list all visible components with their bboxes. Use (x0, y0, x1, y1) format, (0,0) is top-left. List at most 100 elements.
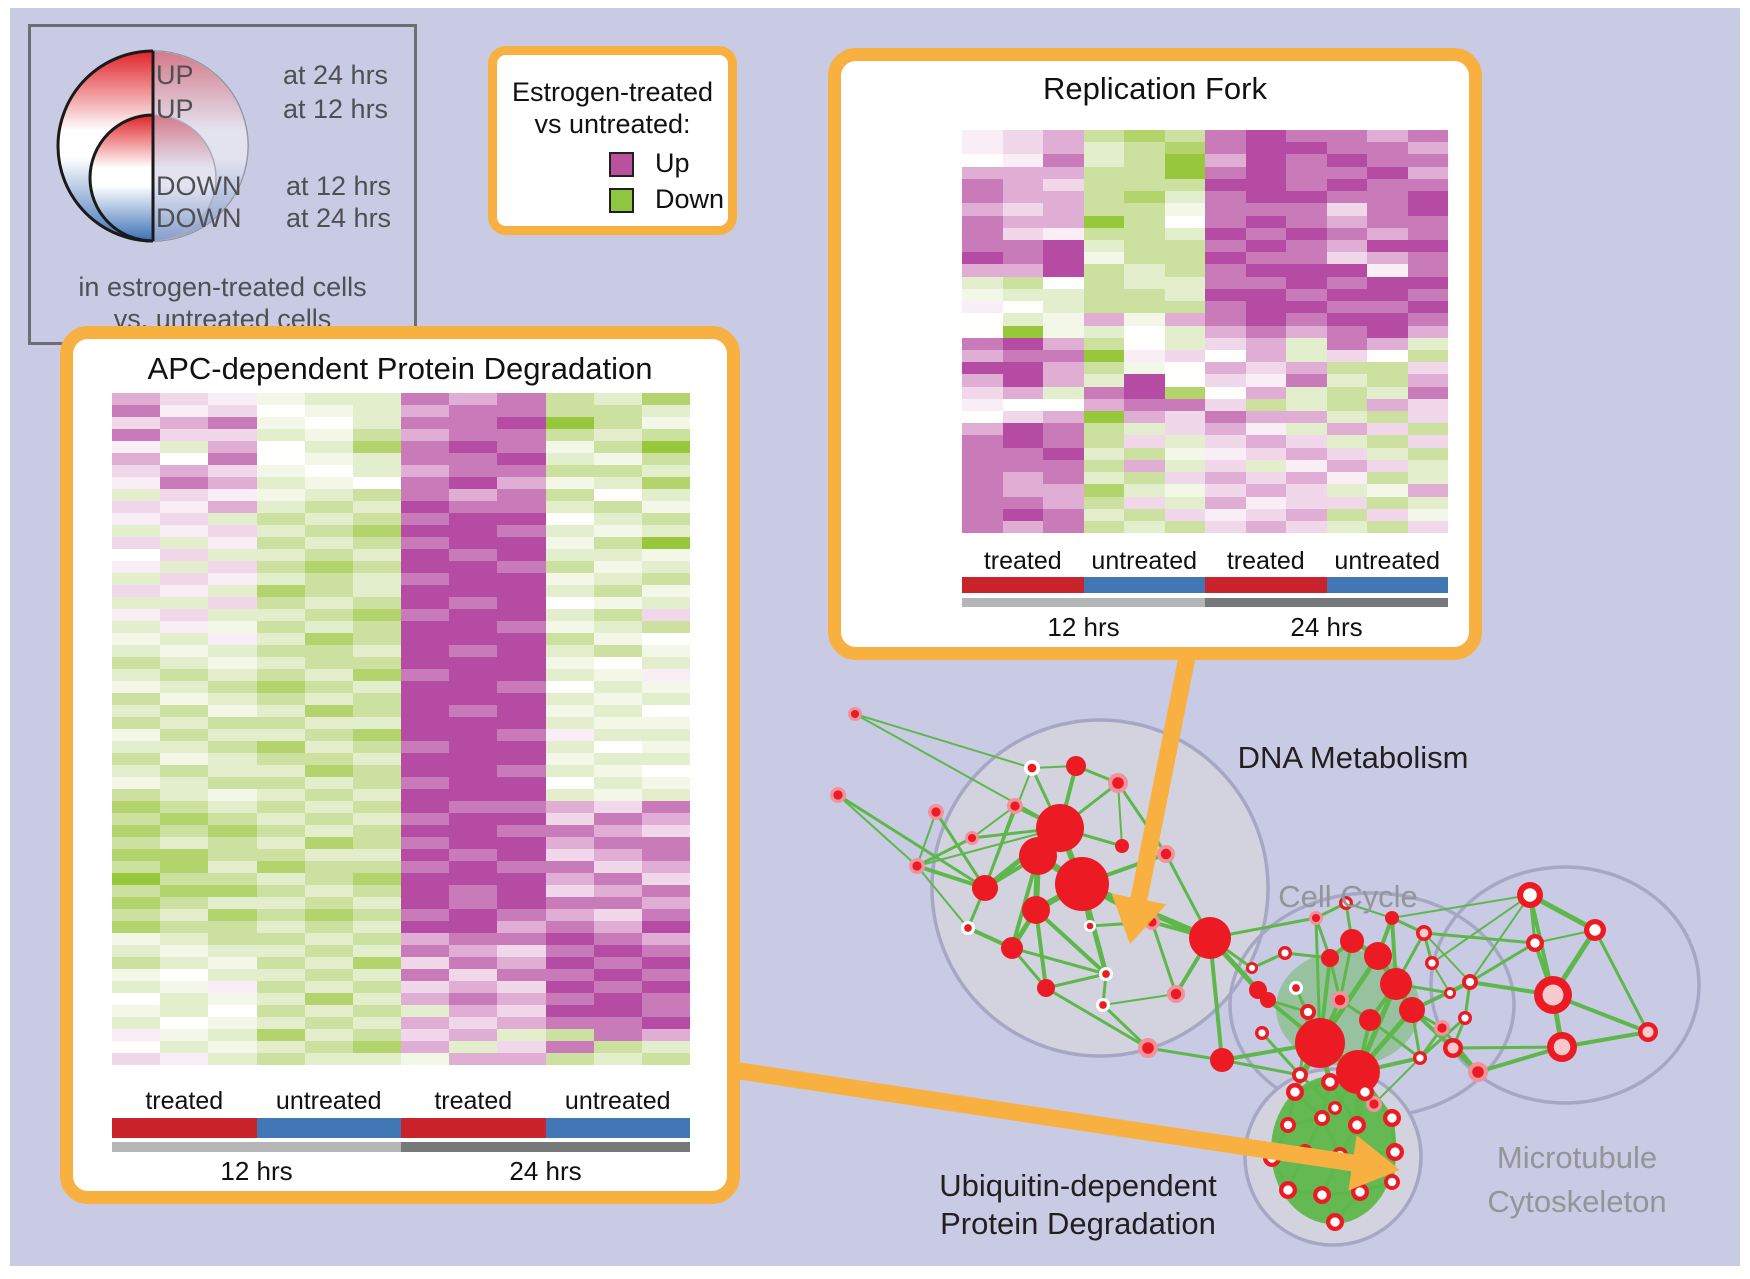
heatmap-cell (1043, 203, 1084, 216)
heatmap-cell (1326, 349, 1367, 363)
heatmap-cell (304, 429, 353, 441)
heatmap-cell (256, 549, 305, 561)
heatmap-cell (112, 837, 161, 849)
heatmap-cell (1043, 521, 1084, 534)
heatmap-cell (1164, 166, 1205, 179)
rf-time-labels: 12 hrs 24 hrs (962, 612, 1448, 643)
heatmap-cell (593, 1053, 642, 1065)
heatmap-cell (1002, 398, 1043, 412)
heatmap-cell (449, 537, 498, 549)
heatmap-cell (497, 561, 546, 573)
heatmap-row (962, 472, 1448, 485)
heatmap-cell (593, 897, 642, 909)
heatmap-cell (1124, 423, 1165, 436)
heatmap-cell (304, 849, 353, 861)
heatmap-cell (352, 393, 402, 405)
heatmap-cell (304, 1017, 353, 1029)
heatmap-row (112, 657, 691, 669)
heatmap-cell (160, 693, 209, 705)
heatmap-cell (1043, 130, 1084, 143)
heatmap-cell (593, 813, 642, 825)
heatmap-cell (449, 477, 498, 489)
heatmap-cell (1043, 227, 1084, 240)
heatmap-cell (641, 417, 691, 429)
heatmap-cell (208, 825, 257, 837)
heatmap-cell (593, 441, 642, 453)
heatmap-cell (641, 489, 691, 501)
heatmap-cell (1124, 178, 1165, 192)
heatmap-cell (208, 429, 257, 441)
heatmap-cell (497, 393, 546, 405)
heatmap-cell (449, 897, 498, 909)
untreated-bar-segment (1083, 577, 1205, 593)
heatmap-cell (641, 717, 691, 729)
heatmap-cell (1286, 276, 1327, 289)
heatmap-cell (1367, 178, 1408, 192)
heatmap-cell (160, 489, 209, 501)
heatmap-cell (1124, 337, 1165, 350)
heatmap-cell (1043, 472, 1084, 485)
heatmap-cell (256, 525, 305, 537)
heatmap-cell (1083, 472, 1124, 485)
heatmap-cell (545, 393, 594, 405)
heatmap-cell (1407, 215, 1448, 228)
key-direction: UP (156, 94, 194, 124)
heatmap-cell (401, 777, 450, 789)
heatmap-cell (1205, 374, 1246, 387)
heatmap-cell (1367, 288, 1408, 302)
heatmap-cell (208, 753, 257, 765)
heatmap-cell (208, 717, 257, 729)
heatmap-cell (641, 933, 691, 945)
heatmap-row (112, 549, 691, 561)
heatmap-cell (208, 405, 257, 417)
heatmap-cell (1002, 374, 1043, 387)
up-color-swatch (609, 152, 634, 177)
heatmap-cell (449, 813, 498, 825)
heatmap-cell (1083, 239, 1124, 253)
heatmap-cell (160, 753, 209, 765)
heatmap-cell (304, 597, 353, 609)
heatmap-cell (1367, 386, 1408, 399)
heatmap-cell (401, 609, 450, 621)
heatmap-row (112, 885, 691, 897)
heatmap-cell (1043, 337, 1084, 350)
heatmap-row (962, 301, 1448, 314)
heatmap-cell (256, 513, 305, 525)
key-time: at 12 hrs (283, 94, 389, 124)
heatmap-cell (497, 969, 546, 981)
heatmap-cell (1326, 386, 1367, 399)
heatmap-cell (1367, 325, 1408, 338)
replication-fork-title: Replication Fork (1043, 71, 1267, 106)
heatmap-cell (256, 561, 305, 573)
heatmap-cell (304, 861, 353, 873)
heatmap-cell (1043, 252, 1084, 265)
heatmap-cell (641, 837, 691, 849)
heatmap-row (112, 561, 691, 573)
heatmap-cell (1164, 423, 1205, 436)
treated-bar-segment (112, 1118, 257, 1138)
heatmap-cell (1205, 521, 1246, 534)
heatmap-cell (1326, 313, 1367, 326)
heatmap-cell (1286, 411, 1327, 424)
heatmap-cell (449, 789, 498, 801)
heatmap-cell (256, 885, 305, 897)
heatmap-cell (449, 633, 498, 645)
bar-12hrs-segment (962, 598, 1205, 607)
heatmap-cell (401, 681, 450, 693)
heatmap-cell (593, 825, 642, 837)
heatmap-cell (304, 765, 353, 777)
heatmap-cell (497, 897, 546, 909)
heatmap-cell (256, 645, 305, 657)
heatmap-cell (1205, 301, 1246, 314)
heatmap-cell (1002, 178, 1043, 192)
heatmap-cell (352, 405, 402, 417)
heatmap-cell (352, 873, 402, 885)
heatmap-row (962, 252, 1448, 265)
heatmap-cell (641, 549, 691, 561)
heatmap-cell (1205, 166, 1246, 179)
heatmap-row (112, 897, 691, 909)
heatmap-cell (641, 477, 691, 489)
heatmap-cell (160, 537, 209, 549)
heatmap-cell (545, 969, 594, 981)
heatmap-cell (160, 993, 209, 1005)
